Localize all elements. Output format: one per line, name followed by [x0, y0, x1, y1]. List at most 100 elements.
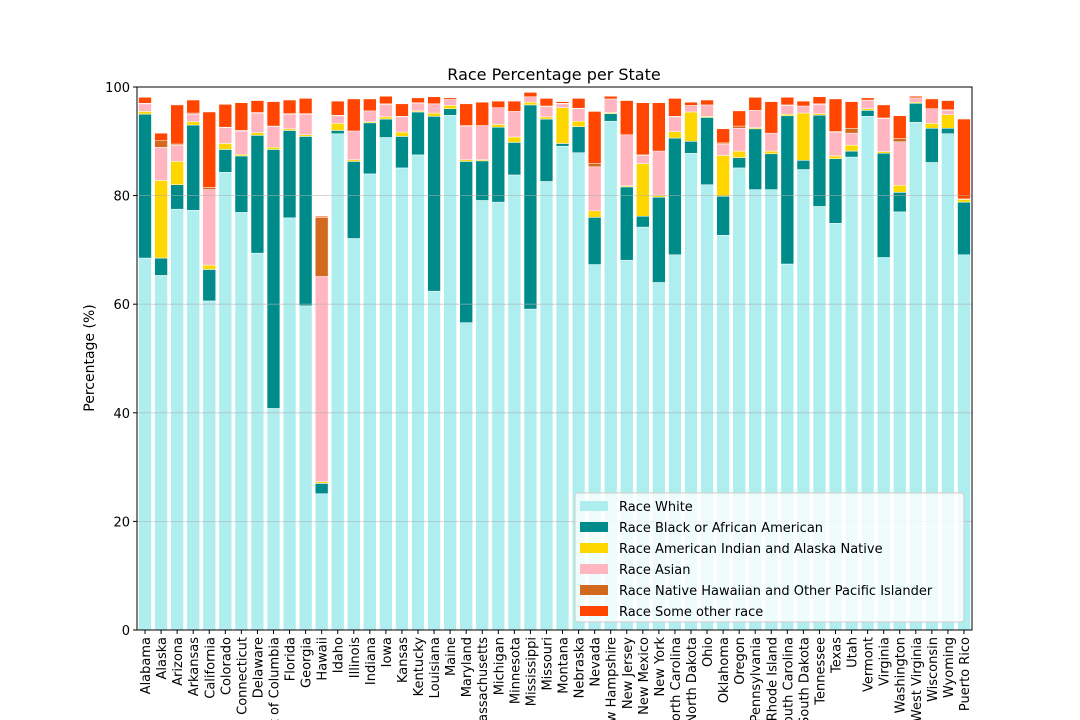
x-tick-label: Florida — [284, 637, 299, 681]
x-tick-label: California — [203, 637, 218, 699]
bar-segment — [298, 113, 313, 136]
bar-segment — [668, 131, 682, 139]
bar-segment — [716, 195, 730, 236]
y-tick-label: 80 — [113, 190, 130, 205]
x-tick-label: New York — [653, 637, 668, 697]
bar-segment — [170, 208, 184, 631]
x-tick-label: Massachusetts — [476, 637, 491, 720]
bar-segment — [234, 102, 249, 131]
x-tick-label: Utah — [846, 637, 861, 668]
bar-segment — [202, 264, 216, 270]
bar-segment — [555, 103, 570, 108]
bar-segment — [732, 157, 746, 169]
x-tick-label: Michigan — [492, 637, 507, 695]
bar-segment — [893, 138, 907, 143]
bar-segment — [491, 107, 505, 125]
bar-segment — [475, 200, 489, 631]
bar-segment — [732, 150, 746, 158]
x-tick-label: Rhode Island — [765, 637, 780, 720]
x-tick-label: New Jersey — [621, 637, 636, 709]
bar-segment — [314, 276, 329, 483]
bar-segment — [459, 161, 473, 323]
bar-segment — [314, 483, 329, 494]
bar-segment — [395, 116, 409, 133]
bar-segment — [587, 210, 602, 218]
bar-segment — [700, 104, 714, 117]
bar-segment — [620, 100, 634, 136]
bar-segment — [218, 172, 232, 631]
bar-segment — [250, 135, 265, 254]
bar-segment — [571, 108, 586, 122]
bar-segment — [636, 102, 650, 156]
bar-segment — [604, 95, 618, 100]
bar-segment — [331, 123, 345, 131]
x-tick-label: Arizona — [171, 637, 186, 686]
bar-segment — [459, 322, 473, 631]
bar-segment — [314, 217, 329, 277]
bar-segment — [700, 117, 714, 185]
bar-segment — [411, 97, 425, 103]
bar-segment — [844, 144, 859, 152]
bar-segment — [860, 97, 875, 101]
bar-segment — [266, 101, 281, 127]
bar-segment — [636, 215, 650, 228]
bar-segment — [844, 128, 859, 134]
bar-segment — [860, 99, 875, 109]
bar-segment — [331, 130, 345, 134]
bar-segment — [812, 114, 827, 207]
bar-segment — [379, 104, 393, 118]
x-tick-label: Washington — [894, 637, 909, 713]
bar-segment — [250, 112, 265, 133]
bar-segment — [796, 112, 811, 161]
bar-segment — [138, 257, 152, 631]
bar-segment — [298, 305, 313, 631]
bar-segment — [684, 111, 698, 142]
x-tick-label: Maine — [444, 637, 459, 676]
legend-label: Race Native Hawaiian and Other Pacific I… — [619, 584, 933, 599]
bar-segment — [395, 131, 409, 137]
legend-swatch — [580, 606, 608, 616]
bar-segment — [828, 158, 843, 224]
bar-segment — [764, 132, 778, 152]
bar-segment — [314, 215, 329, 218]
bar-segment — [170, 104, 184, 145]
bar-segment — [523, 101, 538, 106]
legend-label: Race White — [619, 500, 693, 515]
bar-segment — [828, 131, 843, 157]
bar-segment — [491, 124, 505, 128]
bar-segment — [347, 98, 361, 132]
x-tick-label: New Hampshire — [605, 637, 620, 720]
bar-segment — [266, 147, 281, 150]
bar-segment — [138, 111, 152, 115]
bar-segment — [716, 128, 730, 144]
bar-segment — [347, 161, 361, 239]
bar-segment — [363, 173, 377, 631]
bar-segment — [363, 110, 377, 123]
bar-segment — [443, 108, 457, 116]
bar-segment — [282, 217, 297, 631]
bar-segment — [250, 252, 265, 631]
x-tick-label: Hawaii — [316, 637, 331, 681]
bar-segment — [925, 108, 939, 124]
bar-segment — [331, 100, 345, 116]
x-tick-label: Nebraska — [573, 637, 588, 698]
bar-segment — [202, 300, 216, 631]
bar-segment — [732, 110, 746, 127]
x-tick-label: Ohio — [701, 637, 716, 667]
bar-segment — [427, 290, 441, 631]
bar-segment — [957, 118, 971, 200]
bar-segment — [427, 96, 441, 105]
x-tick-label: Wisconsin — [926, 637, 941, 702]
bar-segment — [700, 99, 714, 106]
x-tick-label: Montana — [557, 637, 572, 694]
bar-segment — [427, 103, 441, 114]
bar-segment — [893, 185, 907, 193]
bar-segment — [587, 166, 602, 212]
x-tick-label: Arkansas — [187, 637, 202, 696]
bar-segment — [266, 408, 281, 631]
bar-segment — [828, 98, 843, 132]
x-tick-label: Pennsylvania — [749, 637, 764, 720]
legend-label: Race American Indian and Alaska Native — [619, 542, 883, 557]
x-tick-label: Connecticut — [235, 637, 250, 715]
bar-segment — [154, 140, 168, 148]
